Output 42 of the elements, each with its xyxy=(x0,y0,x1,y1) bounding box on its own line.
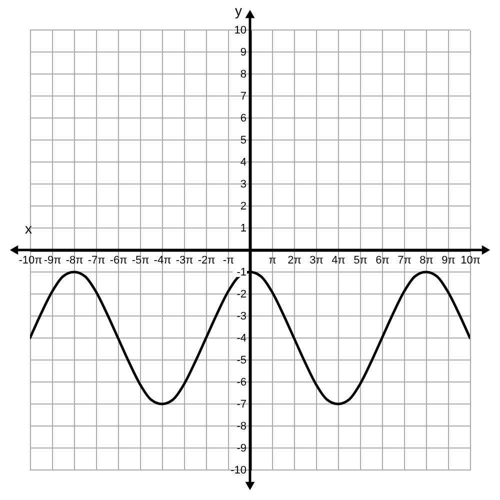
y-tick-label: 10 xyxy=(234,24,246,36)
x-tick-label: 9π xyxy=(442,254,456,266)
y-tick-label: -10 xyxy=(230,464,246,476)
y-tick-label: -5 xyxy=(236,354,246,366)
y-tick-label: 4 xyxy=(240,156,246,168)
y-tick-label: -6 xyxy=(236,376,246,388)
x-tick-label: -8π xyxy=(66,254,84,266)
x-tick-label: -9π xyxy=(44,254,62,266)
x-tick-label: -3π xyxy=(176,254,194,266)
x-tick-label: -10π xyxy=(18,254,43,266)
y-tick-label: 2 xyxy=(240,200,246,212)
y-tick-label: -3 xyxy=(236,310,246,322)
x-tick-label: 2π xyxy=(288,254,302,266)
x-tick-label: -π xyxy=(222,254,235,266)
y-tick-label: -7 xyxy=(236,398,246,410)
x-tick-label: 3π xyxy=(310,254,324,266)
x-tick-label: 5π xyxy=(354,254,368,266)
x-tick-label: π xyxy=(268,254,277,266)
y-tick-label: -8 xyxy=(236,420,246,432)
x-tick-label: -2π xyxy=(198,254,216,266)
x-tick-label: -7π xyxy=(88,254,106,266)
y-tick-label: 9 xyxy=(240,46,246,58)
y-tick-label: -2 xyxy=(236,288,246,300)
y-tick-label: -9 xyxy=(236,442,246,454)
y-tick-label: 8 xyxy=(240,68,246,80)
x-tick-label: 4π xyxy=(332,254,346,266)
x-tick-label: -4π xyxy=(154,254,172,266)
y-tick-label: 6 xyxy=(240,112,246,124)
y-tick-label: 3 xyxy=(240,178,246,190)
x-axis-title: x xyxy=(25,220,32,236)
x-tick-label: 7π xyxy=(398,254,412,266)
y-tick-label: 1 xyxy=(240,222,246,234)
y-axis-title: y xyxy=(235,2,242,18)
x-tick-label: 6π xyxy=(376,254,390,266)
x-tick-label: -6π xyxy=(110,254,128,266)
y-tick-label: -1 xyxy=(236,266,246,278)
x-tick-label: 8π xyxy=(420,254,434,266)
y-tick-label: -4 xyxy=(236,332,246,344)
x-tick-label: 10π xyxy=(460,254,481,266)
x-tick-label: -5π xyxy=(132,254,150,266)
y-tick-label: 5 xyxy=(240,134,246,146)
y-tick-label: 7 xyxy=(240,90,246,102)
